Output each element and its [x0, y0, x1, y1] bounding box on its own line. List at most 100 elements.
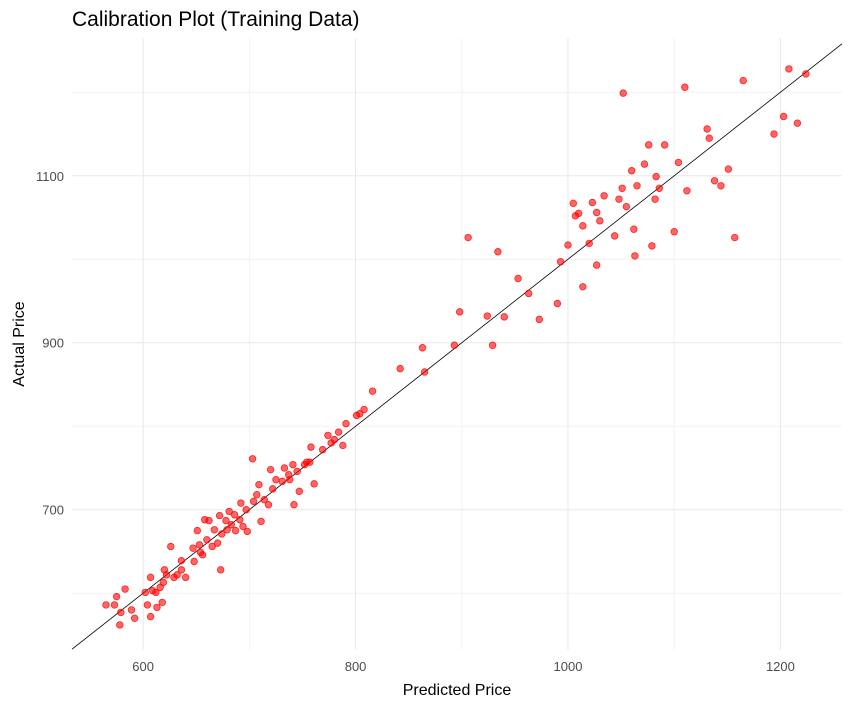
point	[153, 603, 161, 612]
point	[420, 368, 429, 376]
point	[306, 458, 314, 466]
point	[588, 198, 597, 207]
point	[579, 283, 587, 291]
point	[286, 475, 294, 484]
point	[618, 184, 626, 192]
point	[705, 134, 713, 142]
point	[368, 387, 377, 395]
point	[213, 539, 222, 547]
point	[640, 160, 649, 168]
point	[483, 312, 491, 320]
point	[116, 621, 124, 629]
point	[574, 209, 583, 218]
point	[289, 460, 297, 469]
point	[141, 588, 149, 597]
point	[802, 70, 810, 78]
y-tick-label: 700	[42, 503, 64, 518]
point	[280, 464, 289, 472]
point	[231, 526, 240, 535]
point	[645, 141, 653, 149]
point	[615, 195, 623, 203]
chart-title: Calibration Plot (Training Data)	[72, 8, 360, 31]
point	[269, 485, 277, 493]
point	[564, 241, 572, 249]
point	[152, 588, 160, 597]
point	[652, 172, 660, 181]
point	[205, 516, 213, 525]
point	[724, 165, 733, 173]
point	[210, 526, 219, 534]
point	[227, 521, 236, 529]
point	[569, 199, 577, 208]
point	[396, 364, 404, 373]
point	[731, 233, 739, 242]
point	[127, 606, 136, 614]
point	[237, 499, 245, 507]
point	[455, 308, 464, 316]
point	[230, 511, 239, 519]
point	[208, 542, 216, 551]
point	[670, 228, 678, 236]
point	[579, 222, 587, 230]
x-tick-label: 1200	[766, 659, 795, 674]
point	[272, 475, 280, 484]
point	[324, 431, 332, 440]
point	[121, 585, 129, 593]
point	[193, 526, 202, 535]
point	[619, 89, 627, 97]
point	[248, 455, 257, 463]
point	[225, 507, 233, 516]
point	[198, 551, 207, 559]
y-axis-title: Actual Price	[11, 301, 28, 386]
point	[264, 501, 273, 509]
point	[146, 573, 155, 582]
point	[159, 578, 168, 587]
point	[257, 517, 265, 526]
point	[450, 341, 459, 349]
point	[596, 217, 604, 225]
point	[243, 527, 251, 536]
point	[342, 420, 350, 428]
point	[223, 526, 231, 534]
point	[158, 598, 166, 607]
point	[249, 497, 258, 506]
point	[190, 557, 198, 566]
point	[307, 443, 315, 451]
point	[295, 487, 303, 496]
point	[110, 601, 119, 609]
point	[162, 571, 171, 579]
point	[236, 516, 244, 524]
point	[339, 441, 347, 450]
point	[112, 592, 121, 601]
point	[535, 315, 544, 324]
point	[255, 480, 263, 489]
point	[167, 542, 175, 551]
point	[592, 208, 601, 217]
point	[310, 480, 318, 488]
point	[360, 405, 368, 414]
point	[622, 202, 631, 211]
point	[592, 261, 601, 269]
point	[239, 522, 247, 531]
point	[585, 239, 593, 248]
point	[651, 195, 659, 203]
point	[717, 182, 725, 190]
x-tick-label: 800	[345, 659, 367, 674]
x-tick-label: 600	[132, 659, 154, 674]
point	[779, 112, 788, 121]
point	[793, 119, 802, 127]
point	[242, 506, 250, 514]
point	[464, 233, 472, 242]
point	[553, 299, 562, 308]
point	[130, 614, 139, 622]
point	[293, 467, 301, 476]
point	[177, 556, 186, 565]
point	[683, 187, 691, 195]
point	[739, 76, 747, 85]
point	[488, 341, 497, 349]
point	[290, 501, 298, 509]
point	[102, 601, 110, 609]
point	[600, 192, 608, 200]
point	[222, 516, 230, 525]
